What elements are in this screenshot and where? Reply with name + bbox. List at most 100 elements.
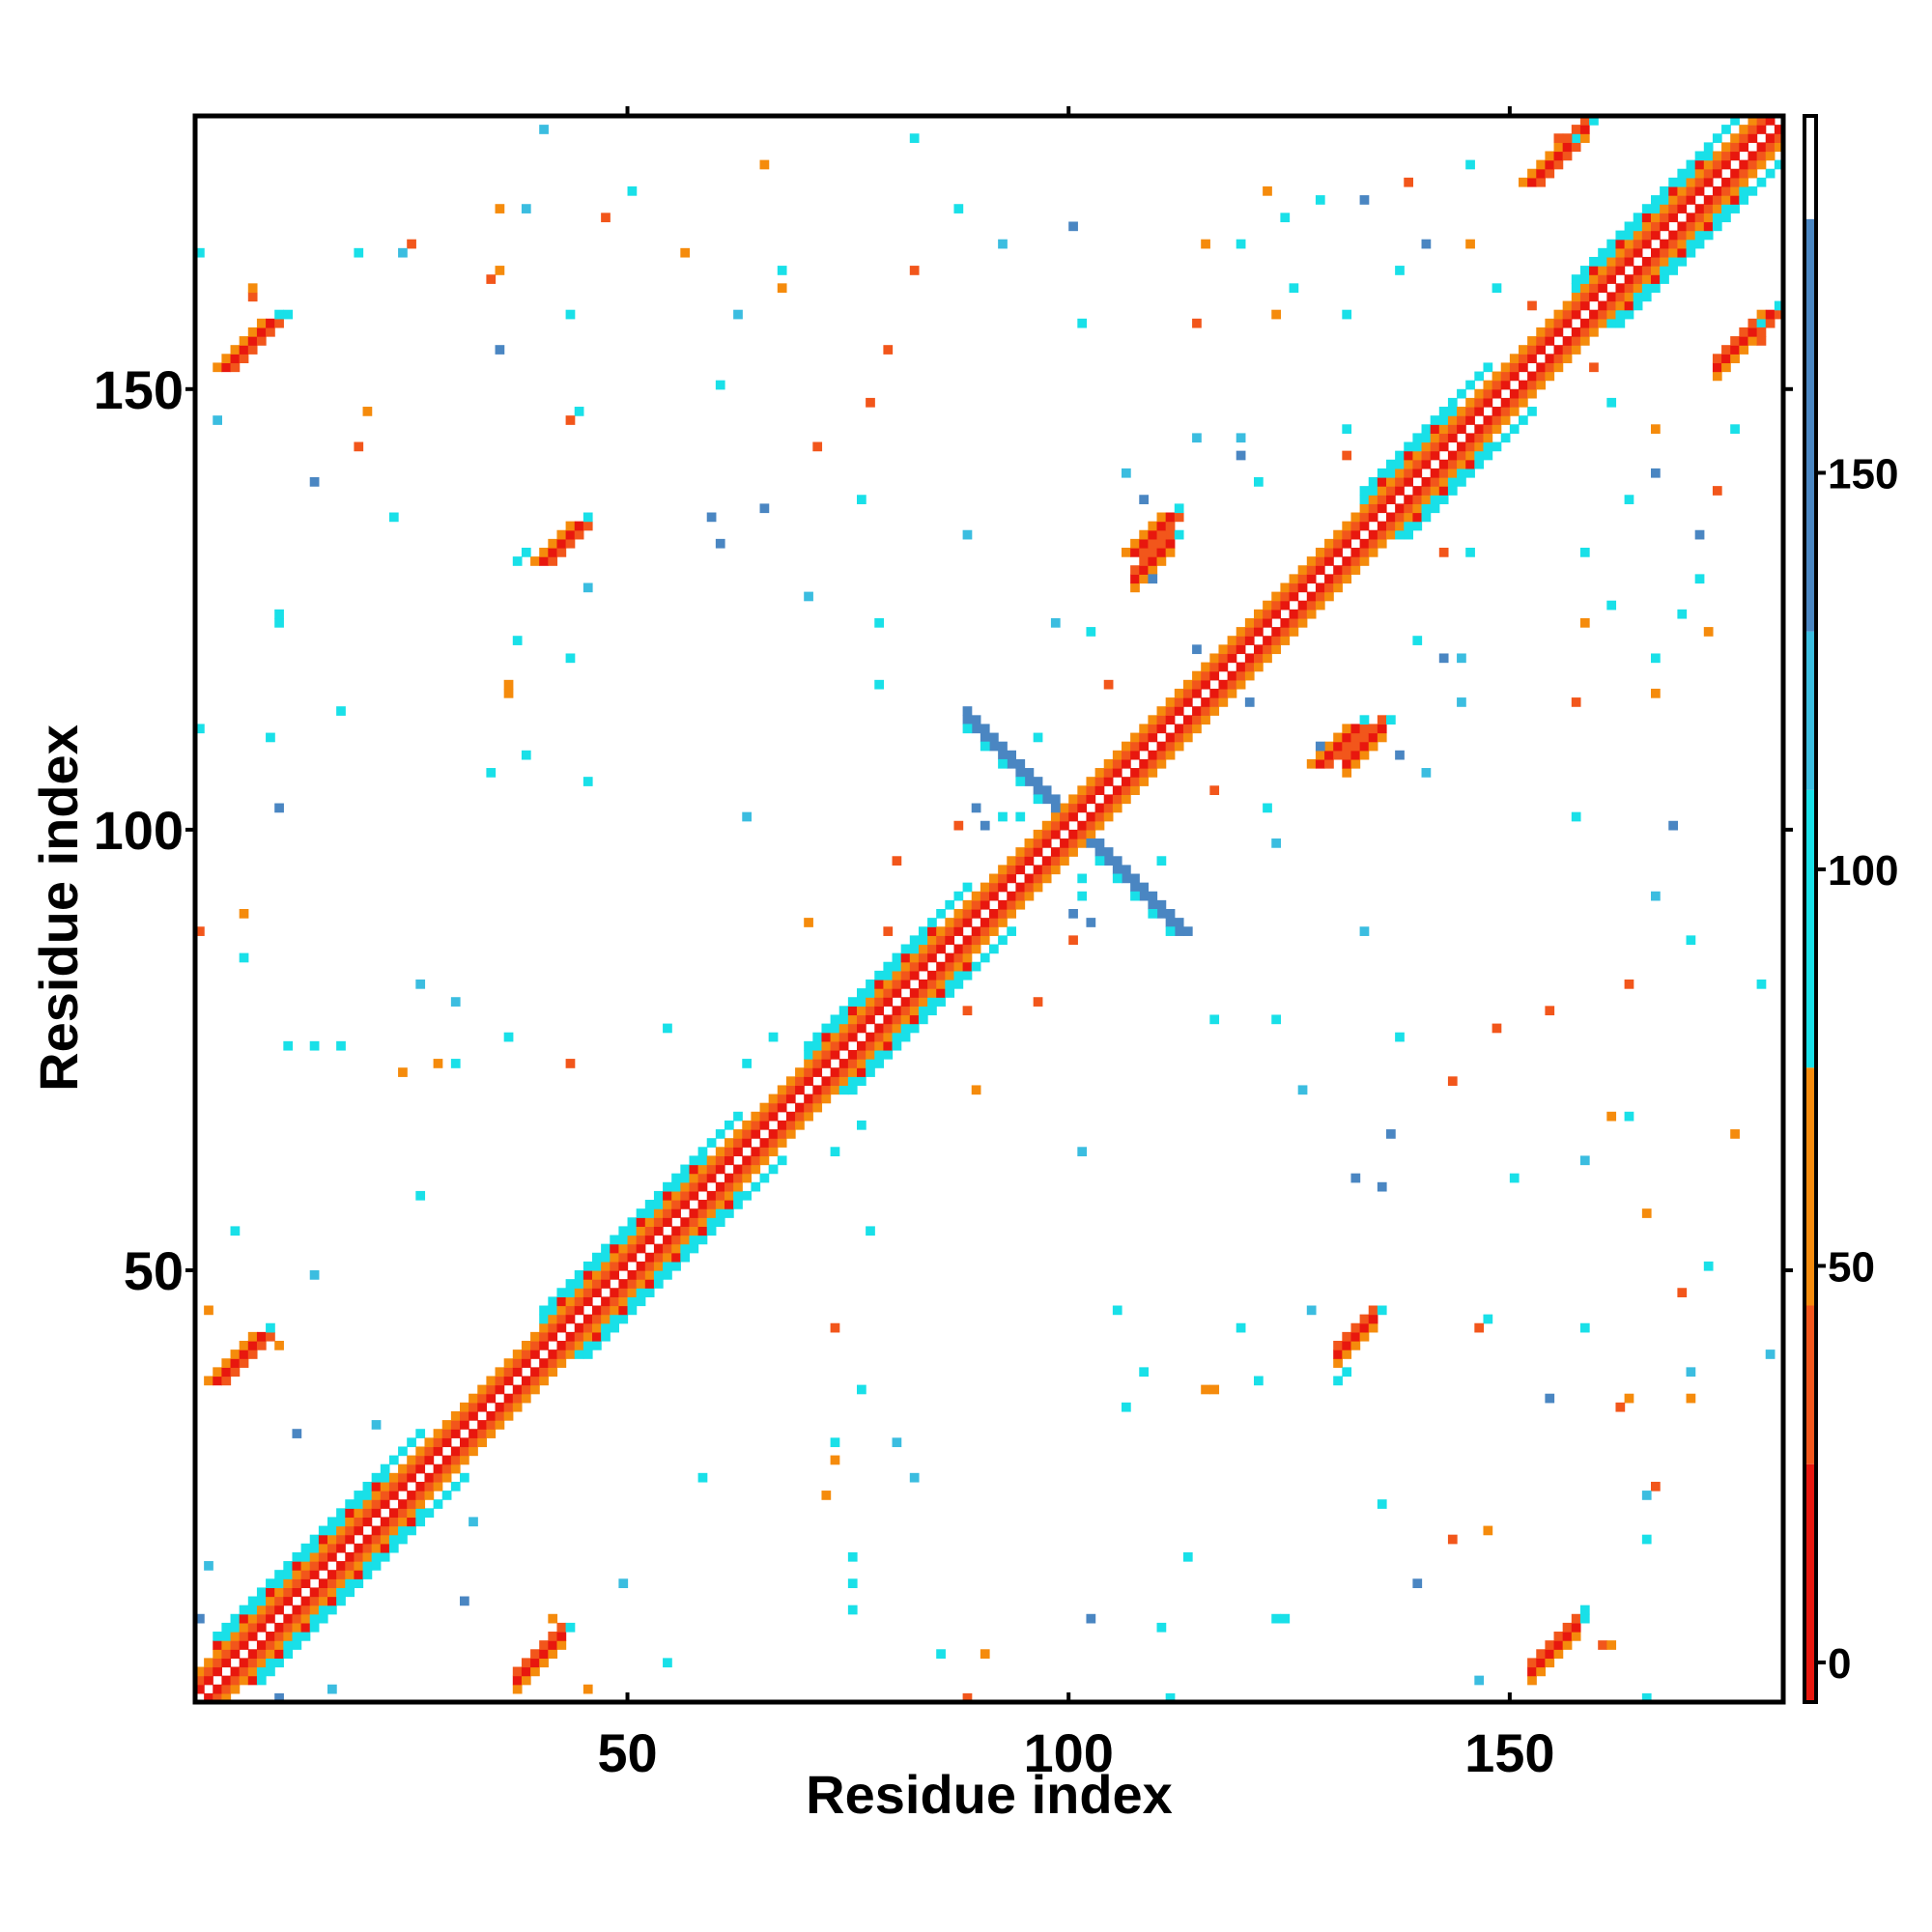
heatmap-cell (1060, 803, 1069, 813)
colorbar-band (1804, 1305, 1816, 1464)
heatmap-cell (1668, 820, 1678, 831)
heatmap-cell (380, 1534, 390, 1545)
heatmap-cell (530, 1376, 540, 1386)
heatmap-cell (866, 1049, 875, 1060)
heatmap-cell (1598, 309, 1607, 320)
heatmap-cell (247, 345, 258, 355)
heatmap-cell (1395, 459, 1405, 469)
heatmap-cell (486, 1384, 497, 1395)
heatmap-cell (909, 944, 920, 954)
heatmap-cell (874, 1049, 884, 1060)
heatmap-cell (230, 345, 241, 355)
heatmap-cell (1694, 159, 1705, 170)
heatmap-cell (1457, 388, 1466, 399)
heatmap-cell (1579, 1155, 1590, 1166)
heatmap-cell (663, 1261, 672, 1271)
heatmap-cell (1615, 283, 1626, 294)
heatmap-cell (1438, 415, 1449, 425)
heatmap-cell (1756, 336, 1767, 346)
heatmap-cell (1165, 750, 1176, 760)
heatmap-cell (1712, 151, 1722, 161)
heatmap-cell (1633, 266, 1643, 275)
heatmap-cell (1579, 283, 1590, 294)
heatmap-cell (680, 1164, 691, 1175)
heatmap-cell (1218, 644, 1229, 655)
heatmap-cell (1668, 195, 1678, 205)
heatmap-cell (1633, 274, 1643, 284)
heatmap-cell (1024, 856, 1035, 866)
heatmap-cell (1651, 283, 1661, 294)
heatmap-cell (424, 1481, 435, 1492)
heatmap-cell (998, 239, 1008, 249)
heatmap-cell (213, 1666, 222, 1677)
heatmap-cell (1306, 609, 1317, 619)
heatmap-cell (812, 1032, 823, 1042)
heatmap-cell (460, 1402, 469, 1412)
heatmap-cell (592, 1279, 602, 1289)
heatmap-cell (230, 1613, 241, 1624)
heatmap-cell (627, 1235, 638, 1245)
heatmap-cell (415, 1455, 426, 1465)
heatmap-cell (759, 1147, 770, 1157)
heatmap-cell (689, 1226, 699, 1236)
heatmap-cell (1474, 407, 1485, 416)
heatmap-cell (1094, 838, 1105, 848)
heatmap-cell (521, 1384, 531, 1395)
heatmap-cell (345, 1578, 355, 1589)
heatmap-cell (980, 724, 990, 734)
heatmap-cell (1457, 407, 1466, 416)
heatmap-cell (1730, 177, 1740, 187)
heatmap-cell (980, 1649, 990, 1659)
heatmap-cell (1130, 732, 1140, 743)
heatmap-cell (1712, 159, 1722, 170)
heatmap-cell (1404, 529, 1413, 540)
heatmap-cell (230, 1358, 241, 1368)
heatmap-cell (689, 1173, 699, 1183)
heatmap-cell (618, 1226, 629, 1236)
heatmap-cell (627, 185, 638, 196)
heatmap-cell (503, 1032, 514, 1042)
heatmap-cell (1712, 185, 1722, 196)
heatmap-cell (671, 1252, 681, 1263)
heatmap-cell (857, 1384, 867, 1395)
heatmap-cell (371, 1481, 382, 1492)
heatmap-cell (247, 1613, 258, 1624)
heatmap-cell (680, 247, 691, 258)
heatmap-cell (1156, 724, 1167, 734)
heatmap-cell (742, 1155, 752, 1166)
heatmap-cell (1060, 820, 1069, 831)
heatmap-cell (945, 952, 955, 963)
heatmap-cell (1624, 979, 1634, 989)
heatmap-cell (1430, 503, 1440, 514)
heatmap-cell (407, 1455, 416, 1465)
heatmap-cell (1148, 565, 1158, 575)
heatmap-cell (927, 944, 937, 954)
heatmap-cell (283, 1561, 294, 1571)
heatmap-cell (1624, 230, 1634, 241)
heatmap-cell (503, 1393, 514, 1404)
heatmap-cell (521, 1350, 531, 1359)
heatmap-cell (1730, 195, 1740, 205)
heatmap-cell (1562, 142, 1573, 153)
heatmap-cell (1015, 811, 1026, 822)
heatmap-cell (1651, 221, 1661, 232)
heatmap-cell (989, 926, 999, 936)
heatmap-cell (1060, 838, 1069, 848)
heatmap-cell (1068, 221, 1078, 232)
heatmap-cell (1694, 239, 1705, 249)
heatmap-cell (1174, 503, 1184, 514)
heatmap-cell (1721, 204, 1731, 213)
heatmap-cell (697, 1155, 708, 1166)
heatmap-cell (1209, 688, 1220, 698)
heatmap-cell (812, 1040, 823, 1051)
heatmap-cell (230, 354, 241, 364)
heatmap-cell (1289, 574, 1299, 584)
heatmap-cell (857, 1076, 867, 1087)
heatmap-cell (636, 1288, 646, 1297)
heatmap-cell (195, 1666, 205, 1677)
heatmap-cell (980, 891, 990, 901)
heatmap-cell (1271, 309, 1281, 320)
heatmap-cell (582, 1279, 593, 1289)
heatmap-cell (998, 899, 1008, 910)
heatmap-cell (1112, 758, 1122, 769)
